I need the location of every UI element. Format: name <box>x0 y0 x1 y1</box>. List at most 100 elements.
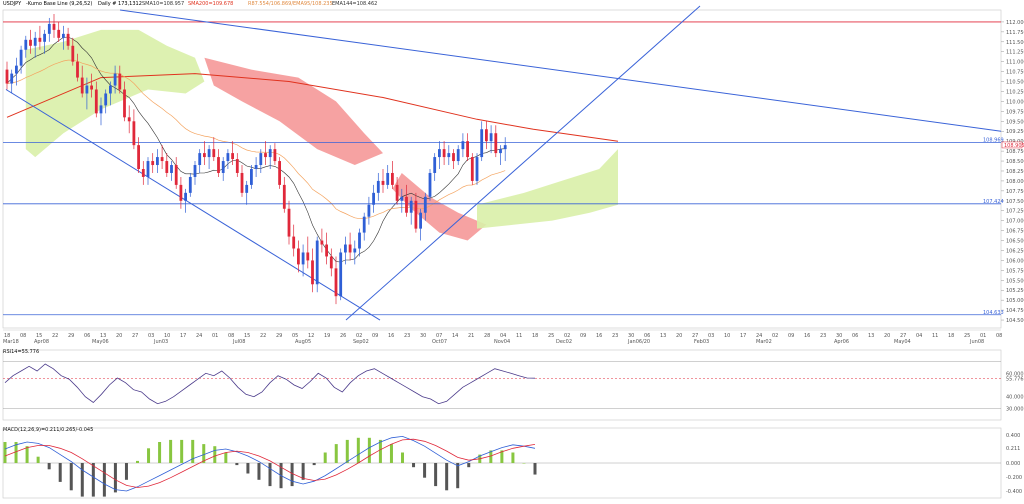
price-tick-label: 110.000 <box>1006 99 1024 105</box>
macd-tick-label: 0.400 <box>1006 433 1020 439</box>
macd-histogram-bar <box>202 444 206 463</box>
date-tick-label: 29 <box>276 333 282 339</box>
candle-body <box>362 216 366 233</box>
date-tick-label: 09 <box>788 333 794 339</box>
candle-body <box>259 153 263 166</box>
date-tick-label: 19 <box>324 333 330 339</box>
candle-body <box>315 240 319 285</box>
candle-body <box>470 157 474 181</box>
price-panel: 112.000 111.750 111.500 111.250 111.000 110.7… <box>2 5 1024 345</box>
macd-histogram-bar <box>312 463 316 466</box>
date-tick-label: 22 <box>52 333 58 339</box>
macd-histogram-bar <box>334 444 338 463</box>
date-tick-label: 27 <box>692 333 698 339</box>
macd-histogram-bar <box>533 463 537 475</box>
price-tick-label: 108.750 <box>1006 149 1024 155</box>
macd-histogram-bar <box>113 463 117 493</box>
candle-body <box>240 172 244 193</box>
header-info: Daily # 173,1312 <box>98 1 142 7</box>
date-tick-label: 18 <box>532 333 538 339</box>
month-label: May04 <box>894 339 911 345</box>
macd-histogram-bar <box>124 463 128 480</box>
header-ema144: EMA144=108.462 <box>332 1 377 7</box>
macd-histogram-bar <box>356 437 360 463</box>
date-tick-label: 16 <box>804 333 810 339</box>
candle-body <box>29 39 32 46</box>
kumo-cloud-bullish <box>477 149 618 229</box>
candle-body <box>353 248 357 253</box>
month-label: Mar02 <box>756 339 772 345</box>
date-tick-label: 13 <box>660 333 666 339</box>
candle-body <box>409 200 413 213</box>
header-symbol: USDJPY <box>3 1 22 7</box>
month-label: Mar18 <box>3 339 19 345</box>
candle-body <box>376 180 380 193</box>
macd-histogram-bar <box>25 446 29 463</box>
candle-body <box>203 153 206 158</box>
date-tick-label: 23 <box>820 333 826 339</box>
date-tick-label: 23 <box>404 333 410 339</box>
price-tick-label: 105.500 <box>1006 278 1024 284</box>
date-tick-label: 30 <box>836 333 842 339</box>
price-tick-label: 110.250 <box>1006 89 1024 95</box>
candle-body <box>156 157 159 166</box>
candle-body <box>71 45 75 62</box>
date-tick-label: 09 <box>372 333 378 339</box>
macd-histogram-bar <box>345 439 349 463</box>
macd-histogram-bar <box>136 460 139 463</box>
macd-histogram-bar <box>401 452 404 463</box>
trendline-descending <box>119 9 1002 132</box>
candle-body <box>268 149 272 158</box>
candle-body <box>123 89 126 118</box>
candle-body <box>165 161 169 173</box>
candle-body <box>381 180 385 185</box>
candle-body <box>466 141 469 158</box>
month-label: May06 <box>92 339 109 345</box>
macd-histogram-bar <box>47 463 51 470</box>
macd-tick-label: -0.400 <box>1006 489 1022 495</box>
macd-histogram-bar <box>3 442 7 463</box>
date-tick-label: 10 <box>724 333 730 339</box>
price-tick-label: 108.000 <box>1006 179 1024 185</box>
month-label: Apr08 <box>34 339 49 345</box>
candle-body <box>217 157 220 173</box>
candle-body <box>160 157 164 162</box>
candle-body <box>311 260 314 285</box>
candle-body <box>428 172 432 197</box>
rsi-frame <box>2 349 1002 421</box>
rsi-tick-label: 40.000 <box>1006 395 1024 401</box>
macd-histogram-bar <box>169 439 173 463</box>
candle-body <box>254 165 258 169</box>
month-label: Feb03 <box>694 339 709 345</box>
sma200-line <box>6 73 619 142</box>
rsi-line <box>4 363 536 405</box>
candle-body <box>452 153 455 162</box>
candle-body <box>38 37 42 42</box>
candle-body <box>66 33 70 46</box>
macd-histogram-bar <box>500 450 504 463</box>
date-tick-label: 13 <box>100 333 106 339</box>
date-tick-label: 18 <box>948 333 954 339</box>
date-tick-label: 04 <box>916 333 922 339</box>
candle-body <box>287 208 291 237</box>
macd-histogram-bar <box>445 463 449 491</box>
candle-body <box>419 212 422 229</box>
macd-signal-line <box>4 438 536 488</box>
level-label: 107.424 <box>983 199 1004 205</box>
level-label: 108.969 <box>983 137 1004 143</box>
current-price-tag <box>1001 141 1023 149</box>
date-tick-label: 08 <box>228 333 234 339</box>
date-tick-label: 27 <box>900 333 906 339</box>
date-tick-label: 21 <box>468 333 474 339</box>
candle-body <box>94 89 98 114</box>
ema-line <box>6 59 506 220</box>
date-tick-label: 27 <box>132 333 138 339</box>
month-label: Oct07 <box>432 339 447 345</box>
macd-histogram-bar <box>511 452 515 463</box>
date-tick-label: 24 <box>756 333 762 339</box>
price-tick-label: 109.250 <box>1006 129 1024 135</box>
date-tick-label: 06 <box>852 333 858 339</box>
price-tick-label: 104.500 <box>1006 318 1024 324</box>
macd-histogram-bar <box>389 444 393 463</box>
price-tick-label: 106.000 <box>1006 258 1024 264</box>
